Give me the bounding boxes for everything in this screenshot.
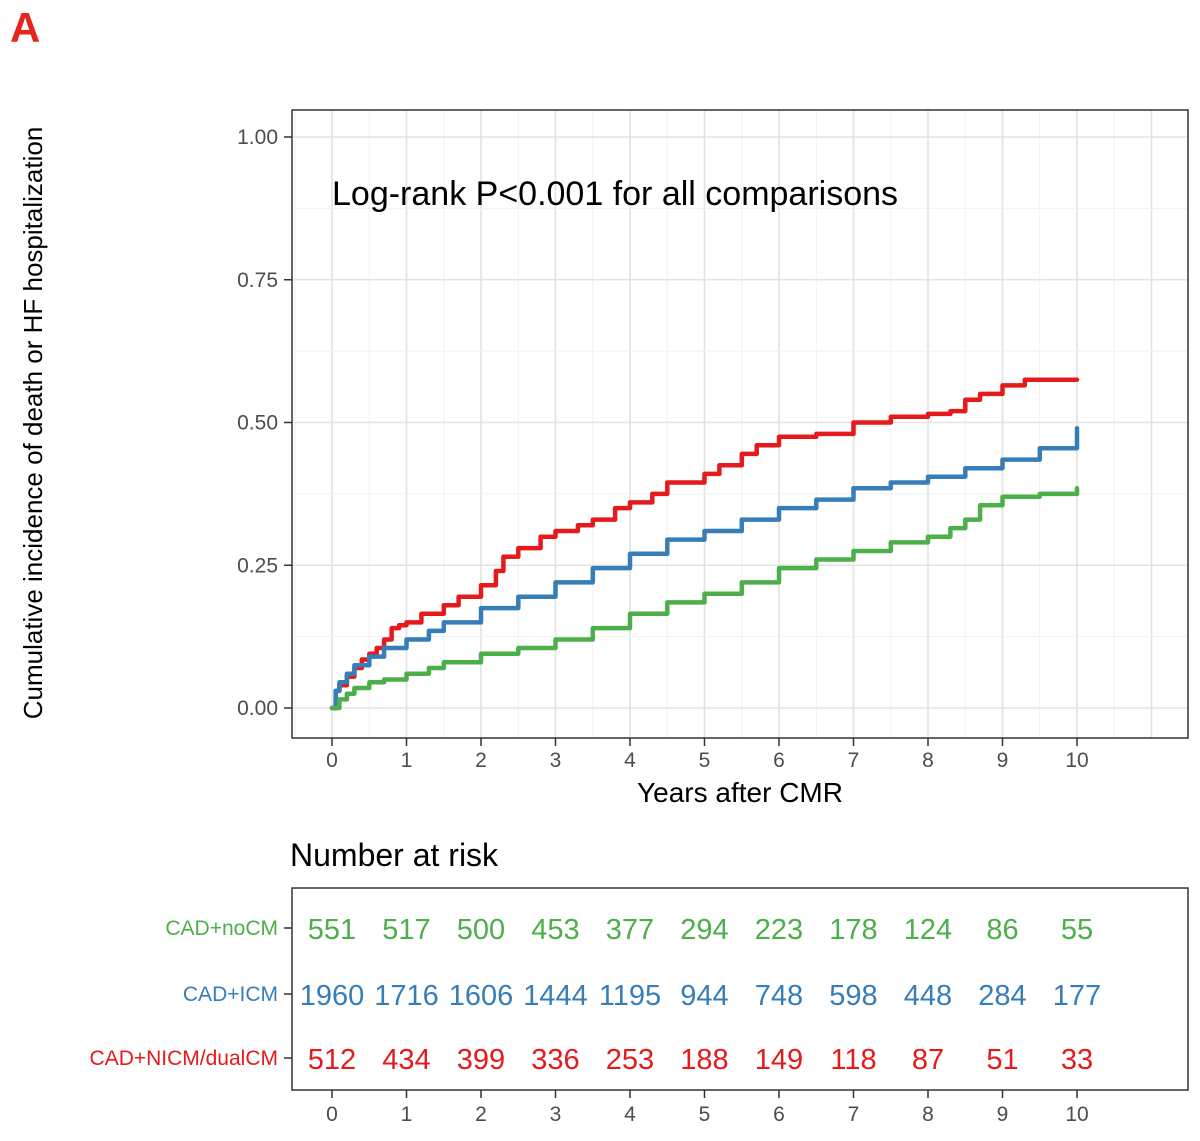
- risk-count: 1195: [599, 980, 661, 1012]
- km-plot: 0.00 0.25 0.50 0.75 1.00 0 1 2 3 4 5 6 7 8 9 10 Log-ra…: [18, 109, 1189, 808]
- risk-count: 87: [912, 1044, 944, 1076]
- x-tick-label: 0: [326, 749, 338, 772]
- risk-count: 188: [680, 1044, 728, 1076]
- risk-count: 33: [1061, 1044, 1093, 1076]
- risk-row-nicm-dualcm: CAD+NICM/dualCM 512 434 399 336 253 188 149 118 8…: [90, 1044, 1094, 1076]
- risk-table-title: Number at risk: [290, 837, 499, 873]
- risk-x-tick-label: 1: [401, 1103, 413, 1126]
- risk-count: 1960: [300, 980, 365, 1012]
- x-tick-label: 5: [699, 749, 711, 772]
- risk-x-tick-label: 5: [699, 1103, 711, 1126]
- risk-count: 253: [606, 1044, 654, 1076]
- series-line-icm: [329, 425, 1080, 711]
- risk-count: 399: [457, 1044, 505, 1076]
- risk-x-tick-label: 2: [475, 1103, 487, 1126]
- panel-label: A: [10, 4, 40, 51]
- risk-table-rows: CAD+noCM 551 517 500 453 377 294 223 178 124 86 55C…: [90, 914, 1102, 1076]
- series-line-nicm-dualcm: [329, 377, 1080, 711]
- risk-count: 223: [755, 914, 803, 946]
- y-tick-label: 0.25: [237, 554, 278, 577]
- risk-x-tick-label: 4: [624, 1103, 636, 1126]
- risk-count: 448: [904, 980, 952, 1012]
- y-tick-label: 0.75: [237, 269, 278, 292]
- risk-row-icm: CAD+ICM 1960 1716 1606 1444 1195 944 748 598 448 2…: [183, 980, 1101, 1012]
- y-tick-label: 0.00: [237, 697, 278, 720]
- risk-count: 434: [382, 1044, 430, 1076]
- y-axis: 0.00 0.25 0.50 0.75 1.00: [237, 126, 292, 720]
- x-tick-label: 8: [922, 749, 934, 772]
- risk-table-x-axis: 0 1 2 3 4 5 6 7 8 9 10: [326, 1090, 1089, 1126]
- x-tick-label: 3: [550, 749, 562, 772]
- risk-count: 55: [1061, 914, 1093, 946]
- y-tick-label: 0.50: [237, 412, 278, 435]
- x-tick-label: 2: [475, 749, 487, 772]
- y-axis-title: Cumulative incidence of death or HF hosp…: [18, 127, 48, 720]
- x-tick-label: 6: [773, 749, 785, 772]
- risk-table-border: [291, 887, 1189, 1091]
- risk-row-label: CAD+ICM: [183, 983, 278, 1006]
- risk-count: 377: [606, 914, 654, 946]
- risk-table: Number at risk CAD+noCM 551 517 500 453 377 29…: [90, 837, 1189, 1126]
- risk-count: 149: [755, 1044, 803, 1076]
- risk-count: 517: [382, 914, 430, 946]
- risk-x-tick-label: 8: [922, 1103, 934, 1126]
- logrank-annotation: Log-rank P<0.001 for all comparisons: [332, 175, 898, 213]
- x-tick-label: 7: [848, 749, 860, 772]
- y-tick-label: 1.00: [237, 126, 278, 149]
- plot-border: [291, 109, 1189, 739]
- risk-row-label: CAD+NICM/dualCM: [90, 1047, 278, 1070]
- x-tick-label: 1: [401, 749, 413, 772]
- x-tick-label: 10: [1065, 749, 1088, 772]
- risk-count: 1606: [449, 980, 514, 1012]
- risk-count: 51: [986, 1044, 1018, 1076]
- grid-lines: [292, 110, 1188, 738]
- risk-row-nocm: CAD+noCM 551 517 500 453 377 294 223 178 124 86 55: [165, 914, 1093, 946]
- risk-count: 944: [680, 980, 728, 1012]
- x-axis-title: Years after CMR: [637, 777, 843, 808]
- x-axis: 0 1 2 3 4 5 6 7 8 9 10: [326, 738, 1089, 772]
- risk-count: 748: [755, 980, 803, 1012]
- risk-count: 1716: [374, 980, 439, 1012]
- risk-count: 512: [308, 1044, 356, 1076]
- risk-row-label: CAD+noCM: [165, 917, 278, 940]
- risk-x-tick-label: 6: [773, 1103, 785, 1126]
- risk-count: 1444: [523, 980, 588, 1012]
- risk-count: 178: [829, 914, 877, 946]
- risk-count: 284: [978, 980, 1026, 1012]
- risk-x-tick-label: 0: [326, 1103, 338, 1126]
- series-line-nocm: [329, 485, 1080, 711]
- x-tick-label: 4: [624, 749, 636, 772]
- risk-count: 118: [830, 1044, 876, 1076]
- risk-x-tick-label: 3: [550, 1103, 562, 1126]
- risk-count: 551: [308, 914, 356, 946]
- risk-count: 294: [680, 914, 728, 946]
- risk-count: 336: [531, 1044, 579, 1076]
- risk-x-tick-label: 10: [1065, 1103, 1088, 1126]
- risk-x-tick-label: 7: [848, 1103, 860, 1126]
- risk-count: 453: [531, 914, 579, 946]
- plot-panel: [292, 110, 1188, 738]
- risk-count: 598: [829, 980, 877, 1012]
- risk-x-tick-label: 9: [997, 1103, 1009, 1126]
- risk-count: 86: [986, 914, 1018, 946]
- risk-count: 124: [904, 914, 952, 946]
- risk-count: 500: [457, 914, 505, 946]
- series-lines: [329, 377, 1080, 711]
- risk-count: 177: [1053, 980, 1101, 1012]
- x-tick-label: 9: [997, 749, 1009, 772]
